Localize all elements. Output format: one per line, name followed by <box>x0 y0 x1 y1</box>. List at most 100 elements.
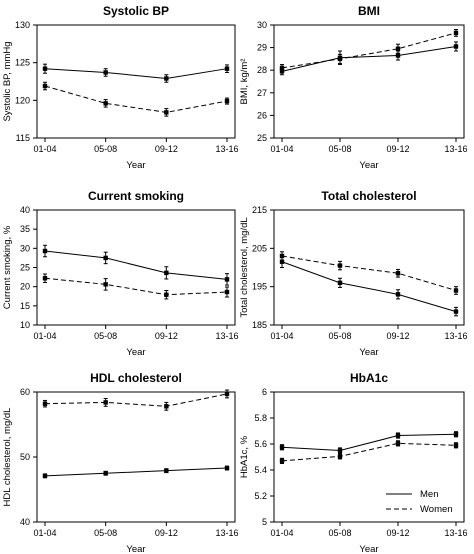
x-tick-label: 09-12 <box>155 528 178 538</box>
data-point <box>42 401 48 406</box>
series-line-men <box>281 433 457 452</box>
data-point <box>337 280 343 286</box>
y-tick-label: 5.6 <box>254 439 267 449</box>
y-tick-label: 5.2 <box>254 491 267 501</box>
data-point <box>279 253 285 259</box>
chart-title: HbA1c <box>350 371 388 385</box>
y-tick-label: 25 <box>257 133 267 143</box>
y-tick-label: 6 <box>262 387 267 397</box>
data-point <box>42 83 48 89</box>
x-tick-label: 13-16 <box>215 144 238 154</box>
data-point <box>224 391 230 397</box>
data-point <box>103 70 108 75</box>
series-line-men <box>44 467 228 477</box>
x-axis-label: Year <box>359 347 378 358</box>
data-point <box>279 259 285 264</box>
series-line-men <box>281 261 457 313</box>
data-point <box>453 44 459 49</box>
y-axis-label: HbA1c, % <box>239 435 250 478</box>
legend-label: Men <box>420 489 438 500</box>
series-line-women <box>44 277 228 296</box>
x-tick-label: 13-16 <box>215 331 238 341</box>
x-tick-label: 01-04 <box>270 528 293 538</box>
y-tick-label: 125 <box>15 58 30 68</box>
data-point <box>337 454 343 459</box>
data-point <box>279 445 285 450</box>
data-point <box>224 98 230 104</box>
y-tick-label: 5.8 <box>254 413 267 423</box>
data-point <box>337 56 343 62</box>
legend-label: Women <box>420 504 453 515</box>
data-point <box>103 282 108 287</box>
y-tick-label: 27 <box>257 88 267 98</box>
data-point <box>103 255 108 261</box>
data-point <box>103 400 108 405</box>
plot-frame <box>273 209 465 326</box>
y-tick-label: 26 <box>257 110 267 120</box>
plot-frame <box>36 24 236 139</box>
y-tick-label: 30 <box>257 20 267 30</box>
chart-title: HDL cholesterol <box>90 371 182 385</box>
y-tick-label: 215 <box>252 205 267 215</box>
x-tick-label: 01-04 <box>33 528 56 538</box>
data-point <box>164 110 169 115</box>
data-point <box>42 66 48 71</box>
plot-frame <box>273 391 465 523</box>
y-tick-label: 29 <box>257 43 267 53</box>
series-line-women <box>281 442 457 462</box>
y-tick-label: 5 <box>262 517 267 527</box>
data-point <box>279 65 285 71</box>
data-point <box>337 448 343 453</box>
x-tick-label: 05-08 <box>94 331 117 341</box>
chart-panel: Systolic BP 115 120 125 130 01-04 05-08 09-12 13… <box>2 4 239 171</box>
y-tick-label: 205 <box>252 243 267 253</box>
x-tick-label: 05-08 <box>328 144 351 154</box>
y-tick-label: 25 <box>20 263 30 273</box>
data-point <box>103 101 108 106</box>
y-tick-label: 5.4 <box>254 465 267 475</box>
data-point <box>395 53 401 58</box>
x-tick-label: 13-16 <box>215 528 238 538</box>
data-point <box>453 443 459 448</box>
x-tick-label: 01-04 <box>33 144 56 154</box>
x-tick-label: 13-16 <box>444 144 467 154</box>
y-tick-label: 40 <box>20 517 30 527</box>
y-tick-label: 28 <box>257 65 267 75</box>
data-point <box>224 66 230 71</box>
data-point <box>164 292 169 297</box>
x-tick-label: 09-12 <box>386 144 409 154</box>
series-line-men <box>44 250 228 280</box>
chart-title: Systolic BP <box>103 4 169 18</box>
y-tick-label: 60 <box>20 387 30 397</box>
data-point <box>42 248 48 254</box>
y-axis-label: Total cholesterol, mg/dL <box>239 217 250 317</box>
data-point <box>224 289 230 295</box>
series-line-women <box>44 393 228 407</box>
data-point <box>453 288 459 293</box>
y-tick-label: 35 <box>20 224 30 234</box>
x-tick-label: 09-12 <box>155 331 178 341</box>
data-point <box>164 404 169 409</box>
data-point <box>42 276 48 281</box>
y-axis-label: Systolic BP, mmHg <box>2 41 13 121</box>
data-point <box>395 433 401 438</box>
series-line-women <box>281 32 457 69</box>
data-point <box>42 473 48 479</box>
x-tick-label: 09-12 <box>386 331 409 341</box>
y-tick-label: 30 <box>20 243 30 253</box>
chart-panel: Total cholesterol 185 195 205 215 01-04 05-08 0… <box>239 189 468 358</box>
x-tick-label: 05-08 <box>328 331 351 341</box>
x-axis-label: Year <box>126 347 145 358</box>
x-tick-label: 05-08 <box>94 528 117 538</box>
plot-frame <box>36 391 236 523</box>
series-line-men <box>281 45 457 72</box>
data-point <box>453 432 459 437</box>
y-tick-label: 185 <box>252 320 267 330</box>
x-tick-label: 01-04 <box>270 331 293 341</box>
y-tick-label: 115 <box>16 133 30 143</box>
data-point <box>279 458 285 464</box>
data-point <box>453 309 459 314</box>
chart-panel: HbA1c 5 5.2 5.4 5.6 5.8 6 01-04 05-08 09-12 13-16 Y… <box>239 371 468 554</box>
plot-frame <box>36 209 236 326</box>
